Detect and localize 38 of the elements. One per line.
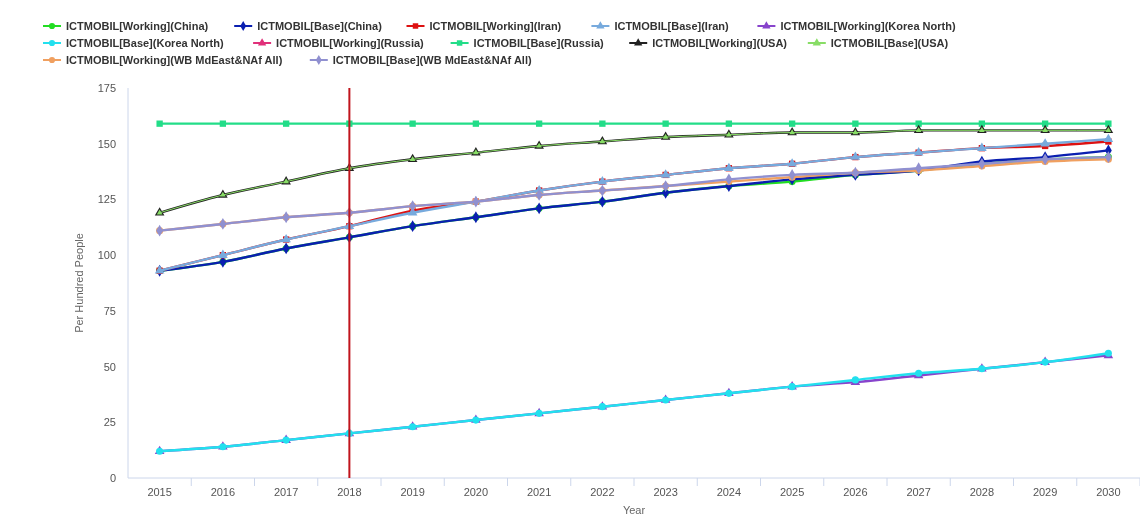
y-tick-label: 150 bbox=[97, 137, 116, 150]
x-axis-title: Year bbox=[622, 504, 646, 516]
legend-label: ICTMOBIL[Base](WB MdEast&NAf All) bbox=[332, 54, 532, 66]
legend-label: ICTMOBIL[Working](Korea North) bbox=[780, 20, 956, 32]
y-tick-label: 25 bbox=[103, 416, 116, 429]
x-tick-label: 2015 bbox=[147, 486, 172, 498]
legend-label: ICTMOBIL[Base](China) bbox=[257, 20, 383, 32]
x-tick-label: 2030 bbox=[1096, 486, 1121, 498]
x-tick-label: 2025 bbox=[779, 486, 805, 498]
legend-label: ICTMOBIL[Working](WB MdEast&NAf All) bbox=[66, 54, 283, 66]
legend-label: ICTMOBIL[Base](Russia) bbox=[473, 37, 605, 49]
y-tick-label: 175 bbox=[97, 82, 116, 94]
x-tick-label: 2023 bbox=[653, 486, 678, 498]
y-tick-label: 100 bbox=[97, 249, 116, 262]
y-tick-label: 125 bbox=[97, 193, 116, 206]
legend-label: ICTMOBIL[Working](USA) bbox=[652, 37, 788, 49]
legend-label: ICTMOBIL[Base](Korea North) bbox=[66, 37, 225, 49]
legend-label: ICTMOBIL[Working](China) bbox=[66, 20, 209, 32]
y-tick-label: 75 bbox=[103, 304, 116, 317]
x-tick-label: 2019 bbox=[400, 486, 425, 498]
y-axis-title: Per Hundred People bbox=[73, 233, 85, 333]
x-tick-label: 2028 bbox=[969, 486, 995, 498]
y-tick-label: 50 bbox=[103, 360, 116, 373]
legend-label: ICTMOBIL[Working](Russia) bbox=[276, 37, 425, 49]
x-tick-label: 2026 bbox=[843, 486, 868, 498]
legend-label: ICTMOBIL[Base](Iran) bbox=[614, 20, 730, 32]
x-tick-label: 2029 bbox=[1032, 486, 1058, 498]
x-tick-label: 2016 bbox=[210, 486, 236, 498]
legend-label: ICTMOBIL[Base](USA) bbox=[830, 37, 949, 49]
x-tick-label: 2018 bbox=[337, 486, 362, 498]
x-tick-label: 2017 bbox=[273, 486, 299, 498]
y-tick-label: 0 bbox=[109, 472, 116, 484]
x-tick-label: 2027 bbox=[906, 486, 931, 498]
x-tick-label: 2022 bbox=[590, 486, 615, 498]
x-tick-label: 2024 bbox=[716, 486, 742, 498]
x-tick-label: 2021 bbox=[526, 486, 552, 498]
legend-label: ICTMOBIL[Working](Iran) bbox=[429, 20, 562, 32]
x-tick-label: 2020 bbox=[463, 486, 489, 498]
